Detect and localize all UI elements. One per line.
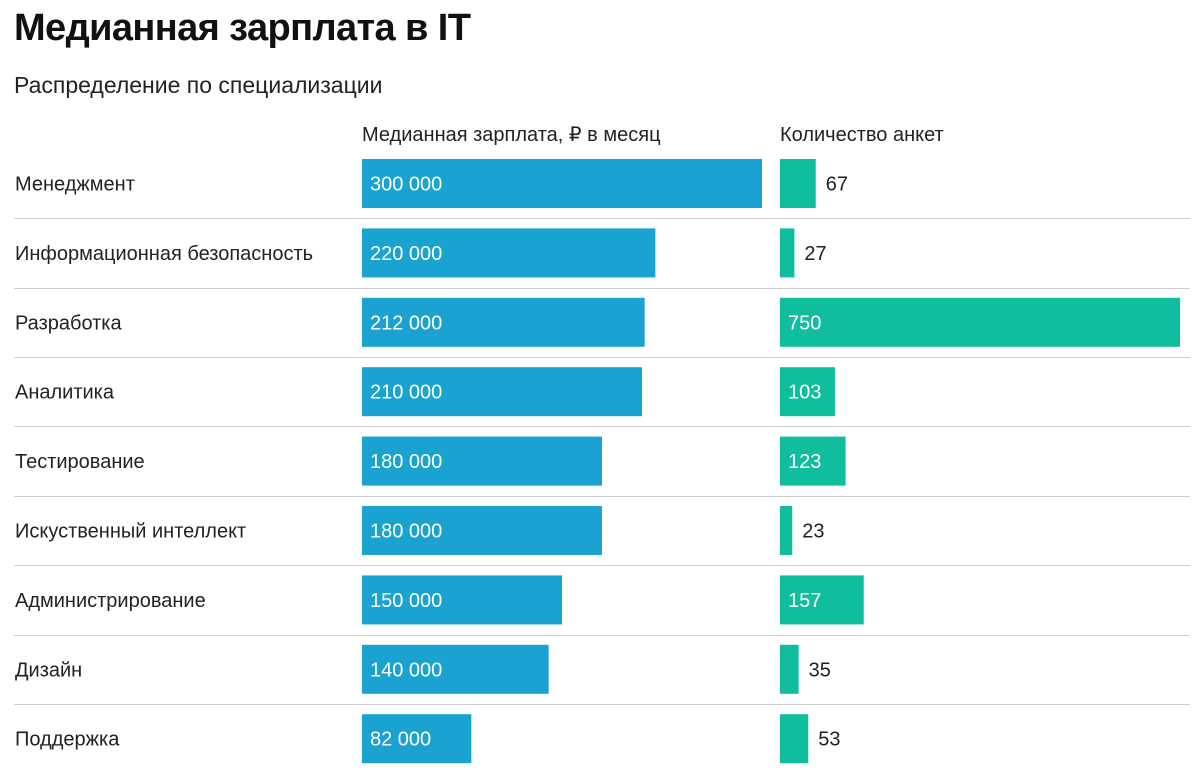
salary-bar [362, 436, 602, 486]
count-value-label: 750 [788, 312, 821, 334]
salary-column-header: Медианная зарплата, ₽ в месяц [362, 124, 661, 146]
salary-value-label: 220 000 [370, 243, 442, 265]
chart-title: Медианная зарплата в IT [14, 7, 471, 49]
category-label: Разработка [15, 312, 122, 334]
count-bar [780, 159, 816, 208]
salary-bar [362, 714, 472, 764]
salary-bar [362, 228, 656, 278]
salary-bar [362, 644, 549, 694]
salary-bar [362, 367, 642, 417]
category-label: Тестирование [15, 451, 145, 473]
count-value-label: 35 [809, 659, 831, 681]
salary-value-label: 210 000 [370, 382, 442, 404]
count-value-label: 67 [826, 174, 848, 196]
category-label: Искуственный интеллект [15, 521, 246, 543]
category-label: Информационная безопасность [15, 243, 313, 265]
count-value-label: 23 [802, 521, 824, 543]
count-value-label: 53 [818, 729, 840, 751]
count-value-label: 157 [788, 590, 821, 612]
salary-bar [362, 297, 645, 347]
salary-value-label: 82 000 [370, 729, 431, 751]
salary-value-label: 180 000 [370, 451, 442, 473]
count-bar [780, 714, 809, 764]
count-bar [780, 297, 1180, 347]
count-bar [780, 228, 795, 278]
salary-bar [362, 506, 602, 555]
category-label: Поддержка [15, 729, 120, 751]
count-bar [780, 367, 835, 417]
count-bar [780, 506, 793, 555]
salary-value-label: 300 000 [370, 174, 442, 196]
salary-bar [362, 159, 762, 208]
salary-value-label: 212 000 [370, 312, 442, 334]
salary-bar [362, 575, 562, 625]
count-bar [780, 644, 799, 694]
category-label: Дизайн [15, 659, 82, 681]
category-label: Администрирование [15, 590, 206, 612]
category-label: Менеджмент [15, 174, 135, 196]
count-value-label: 27 [804, 243, 826, 265]
count-column-header: Количество анкет [780, 124, 944, 146]
count-bar [780, 436, 846, 486]
salary-value-label: 140 000 [370, 659, 442, 681]
count-value-label: 103 [788, 382, 821, 404]
chart-subtitle: Распределение по специализации [14, 72, 383, 98]
count-value-label: 123 [788, 451, 821, 473]
category-label: Аналитика [15, 382, 115, 404]
salary-value-label: 180 000 [370, 521, 442, 543]
count-bar [780, 575, 864, 625]
salary-value-label: 150 000 [370, 590, 442, 612]
